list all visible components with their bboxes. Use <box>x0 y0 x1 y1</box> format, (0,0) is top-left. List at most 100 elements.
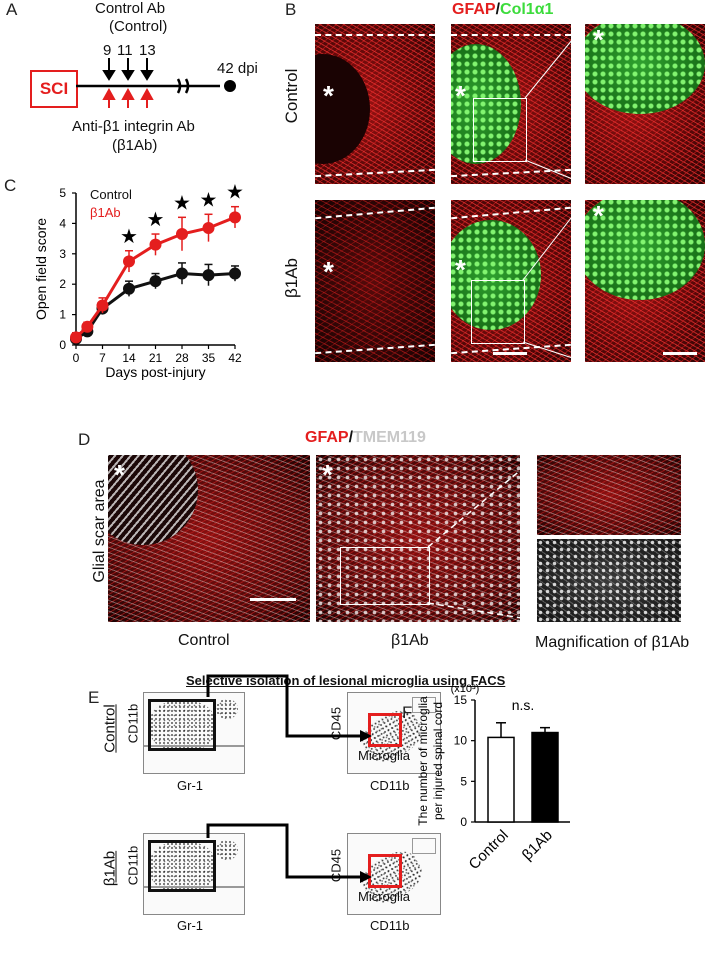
event-dots <box>216 699 238 719</box>
microglia-count-chart: 0 5 10 15(x10³) The number of microglia per i… <box>416 683 570 873</box>
collagen-zoom <box>585 24 705 114</box>
x-tick-label: 21 <box>149 351 163 365</box>
micrograph-b1ab-zoom: * <box>585 200 705 362</box>
data-point-control <box>176 267 188 280</box>
micrograph-control-merge: * <box>451 24 571 184</box>
x-tick-label: 28 <box>175 351 189 365</box>
x-tick-label: 42 <box>228 351 242 365</box>
legend-b1ab: β1Ab <box>90 205 121 220</box>
event-dots <box>216 840 238 860</box>
panel-label-a: A <box>6 0 18 19</box>
lesion-asterisk: * <box>114 459 125 490</box>
data-point-b1ab <box>149 238 162 251</box>
x-label-cd11b: CD11b <box>370 918 410 933</box>
lesion-asterisk: * <box>323 256 334 287</box>
lesion-asterisk: * <box>593 24 604 55</box>
significance-label: n.s. <box>512 697 535 713</box>
micrograph-control-gfap: * <box>315 24 435 184</box>
microglia-label: Microglia <box>358 748 411 763</box>
x-tick-label: 14 <box>122 351 136 365</box>
event-dots <box>150 842 215 892</box>
zoom-connectors-d <box>427 458 535 621</box>
lesion-asterisk: * <box>323 80 334 111</box>
legend-control: Control <box>90 187 132 202</box>
timeline-end-dot <box>224 80 236 92</box>
open-field-chart: 0 1 2 3 4 5 0 7 14 21 28 35 42 Days post-injury Open f… <box>33 180 244 380</box>
facs-plot-b1ab-gr1 <box>143 833 245 915</box>
y-tick-label: 10 <box>454 734 468 748</box>
microglia-cluster <box>316 455 520 622</box>
boundary-top <box>315 34 435 36</box>
x-tick-label: β1Ab <box>519 827 556 864</box>
collagen-core <box>451 220 541 330</box>
col-label-mag: Magnification of β1Ab <box>535 634 690 651</box>
panel-label-f: F <box>402 703 413 722</box>
x-label-cd11b: CD11b <box>370 778 410 793</box>
day-9: 9 <box>103 42 112 59</box>
boundary-top <box>451 34 571 36</box>
y-tick-label: 3 <box>59 247 66 261</box>
significance-star: ★ <box>120 224 138 248</box>
lesion-asterisk: * <box>593 200 604 231</box>
antibody-arrows <box>102 87 154 108</box>
anti-ab-label: Anti-β1 integrin Ab <box>72 118 195 135</box>
panel-d-title: GFAP/TMEM119 <box>305 429 426 447</box>
gate-p9 <box>412 697 436 713</box>
data-point-control <box>123 282 135 295</box>
control-paren-label: (Control) <box>109 18 168 35</box>
title-sep: / <box>348 429 354 446</box>
col-label-control: Control <box>178 632 230 649</box>
data-point-b1ab <box>229 211 241 224</box>
title-sep: / <box>495 1 501 18</box>
y-axis-label-line1: The number of microglia <box>416 696 430 826</box>
data-point-control <box>229 267 241 280</box>
scale-bar <box>493 352 527 355</box>
scale-bar <box>250 598 296 601</box>
quadrant-line <box>144 745 244 747</box>
y-tick-label: 0 <box>59 338 66 352</box>
tmem119-label: TMEM119 <box>353 429 426 446</box>
significance-star: ★ <box>200 187 218 211</box>
bar-b1ab <box>531 731 559 823</box>
data-point-b1ab <box>123 255 135 268</box>
y-tick-label: 5 <box>460 774 467 788</box>
significance-star: ★ <box>173 190 191 214</box>
y-tick-label: 2 <box>59 277 66 291</box>
gate-p9 <box>412 838 436 854</box>
scale-bar <box>663 352 697 355</box>
lesion-asterisk: * <box>455 80 466 111</box>
gfap-label: GFAP <box>305 429 349 446</box>
x-tick-label: 35 <box>202 351 216 365</box>
data-point-control <box>149 275 162 288</box>
y-axis-label: The number of microglia per injured spina… <box>416 696 445 826</box>
gate-cd11b-positive <box>148 840 216 892</box>
control-ab-label: Control Ab <box>95 0 166 17</box>
significance-star: ★ <box>147 207 165 231</box>
micrograph-d-b1ab: * <box>316 455 520 622</box>
significance-star: ★ <box>226 180 244 204</box>
micrograph-b1ab-gfap: * <box>315 200 435 362</box>
panel-b-title: GFAP/Col1α1 <box>452 1 553 19</box>
y-axis-label: Open field score <box>33 218 49 320</box>
gate-microglia <box>368 713 402 747</box>
sci-label: SCI <box>39 79 69 98</box>
gating-arrow-control <box>206 674 360 738</box>
timeline-diagram <box>76 58 236 108</box>
col-label-b1ab: β1Ab <box>391 632 429 649</box>
micrograph-b1ab-merge: * <box>451 200 571 362</box>
collagen-core <box>451 44 521 164</box>
micrograph-d-control: * <box>108 455 310 622</box>
y-tick-label: 15 <box>454 693 468 707</box>
gate-microglia <box>368 854 402 888</box>
x-tick-label: Control <box>466 827 512 873</box>
y-axis-label-line2: per injured spinal cord <box>431 702 445 820</box>
panel-label-d: D <box>78 430 91 449</box>
event-dots <box>150 701 215 751</box>
col1a1-label: Col1α1 <box>500 1 554 18</box>
data-point-b1ab <box>202 221 215 234</box>
facs-plot-control-gr1 <box>143 692 245 774</box>
gfap-label: GFAP <box>452 1 496 18</box>
control-arrows <box>102 58 154 81</box>
quadrant-line <box>144 886 244 888</box>
day-11: 11 <box>117 42 133 59</box>
